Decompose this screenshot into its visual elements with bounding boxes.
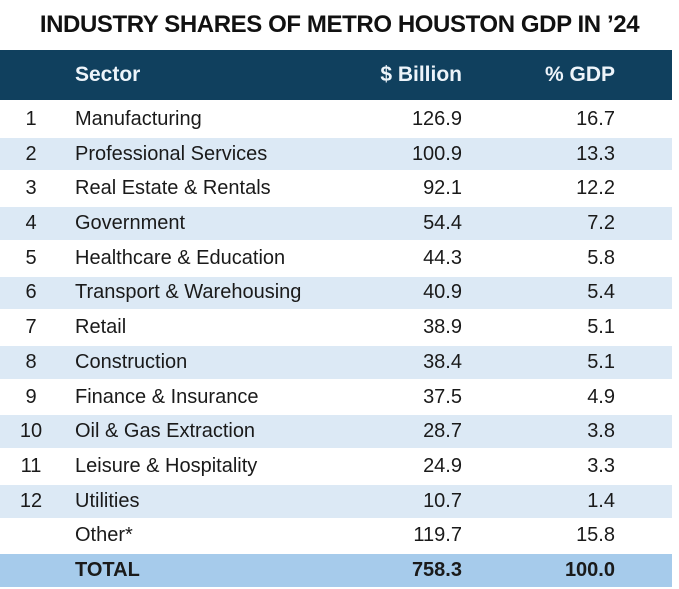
total-pct-gdp: 100.0 [564, 559, 615, 582]
row-billion: 92.1 [423, 177, 462, 200]
row-sector: Other* [75, 524, 133, 547]
total-label: TOTAL [75, 559, 140, 582]
row-rank: 6 [25, 281, 37, 304]
table-row: Other* 119.7 15.8 [0, 519, 672, 555]
table-row: 10 Oil & Gas Extraction 28.7 3.8 [0, 415, 672, 451]
row-rank: 11 [20, 455, 42, 478]
table-row: 7 Retail 38.9 5.1 [0, 311, 672, 347]
table-row: 2 Professional Services 100.9 13.3 [0, 137, 672, 173]
row-rank: 12 [19, 489, 43, 512]
table-row: 3 Real Estate & Rentals 92.1 12.2 [0, 172, 672, 208]
row-billion: 54.4 [423, 212, 462, 235]
row-billion: 37.5 [423, 385, 462, 408]
table-row: 11 Leisure & Hospitality 24.9 3.3 [0, 450, 672, 485]
table-row: 8 Construction 38.4 5.1 [0, 346, 672, 381]
row-sector: Utilities [75, 489, 140, 512]
row-pct-gdp: 3.3 [587, 455, 615, 478]
row-billion: 100.9 [411, 142, 462, 165]
row-rank: 2 [25, 142, 37, 165]
row-sector: Healthcare & Education [75, 246, 286, 269]
row-billion: 38.4 [423, 350, 462, 373]
total-billion: 758.3 [411, 559, 462, 582]
row-pct-gdp: 3.8 [587, 420, 615, 443]
header-pct-gdp: % GDP [544, 63, 615, 86]
row-sector: Leisure & Hospitality [75, 455, 258, 478]
row-rank: 8 [25, 350, 37, 373]
table-row: 9 Finance & Insurance 37.5 4.9 [0, 380, 672, 416]
row-pct-gdp: 13.3 [576, 142, 615, 165]
row-sector: Retail [75, 316, 127, 339]
row-sector: Real Estate & Rentals [75, 177, 271, 200]
row-pct-gdp: 1.4 [587, 489, 615, 512]
row-pct-gdp: 5.1 [587, 350, 615, 373]
row-billion: 40.9 [423, 281, 462, 304]
row-pct-gdp: 16.7 [576, 107, 615, 130]
row-sector: Finance & Insurance [75, 385, 259, 408]
row-sector: Government [75, 212, 186, 235]
table-row: 6 Transport & Warehousing 40.9 5.4 [0, 276, 672, 312]
row-pct-gdp: 12.2 [576, 177, 615, 200]
row-billion: 10.7 [423, 489, 462, 512]
row-pct-gdp: 5.1 [587, 316, 615, 339]
gdp-table: Sector $ Billion % GDP 1 Manufacturing 1… [0, 50, 672, 589]
row-sector: Manufacturing [75, 107, 202, 130]
row-pct-gdp: 15.8 [576, 524, 615, 547]
row-pct-gdp: 7.2 [587, 212, 615, 235]
table-row: 4 Government 54.4 7.2 [0, 207, 672, 242]
row-rank: 10 [19, 420, 43, 443]
page-title: INDUSTRY SHARES OF METRO HOUSTON GDP IN … [0, 0, 679, 50]
table-total-row: TOTAL 758.3 100.0 [0, 554, 672, 589]
table-row: 5 Healthcare & Education 44.3 5.8 [0, 241, 672, 277]
row-sector: Construction [75, 350, 188, 373]
row-billion: 44.3 [423, 246, 462, 269]
row-sector: Professional Services [75, 142, 268, 165]
row-billion: 38.9 [423, 316, 462, 339]
row-sector: Transport & Warehousing [75, 281, 302, 304]
row-pct-gdp: 5.8 [587, 246, 615, 269]
table-row: 12 Utilities 10.7 1.4 [0, 484, 672, 520]
header-sector: Sector [75, 63, 141, 86]
row-rank: 5 [25, 246, 37, 269]
row-sector: Oil & Gas Extraction [75, 420, 256, 443]
row-rank: 1 [25, 107, 37, 130]
row-rank: 4 [25, 212, 37, 235]
row-billion: 28.7 [423, 420, 462, 443]
row-rank: 3 [25, 177, 37, 200]
row-billion: 119.7 [413, 524, 462, 547]
row-pct-gdp: 5.4 [587, 281, 615, 304]
row-pct-gdp: 4.9 [587, 385, 615, 408]
table-header-row: Sector $ Billion % GDP [0, 50, 672, 103]
row-rank: 7 [25, 316, 37, 339]
row-rank: 9 [25, 385, 37, 408]
table-row: 1 Manufacturing 126.9 16.7 [0, 103, 672, 138]
header-billion: $ Billion [380, 63, 462, 86]
row-billion: 24.9 [423, 455, 462, 478]
row-billion: 126.9 [411, 107, 462, 130]
